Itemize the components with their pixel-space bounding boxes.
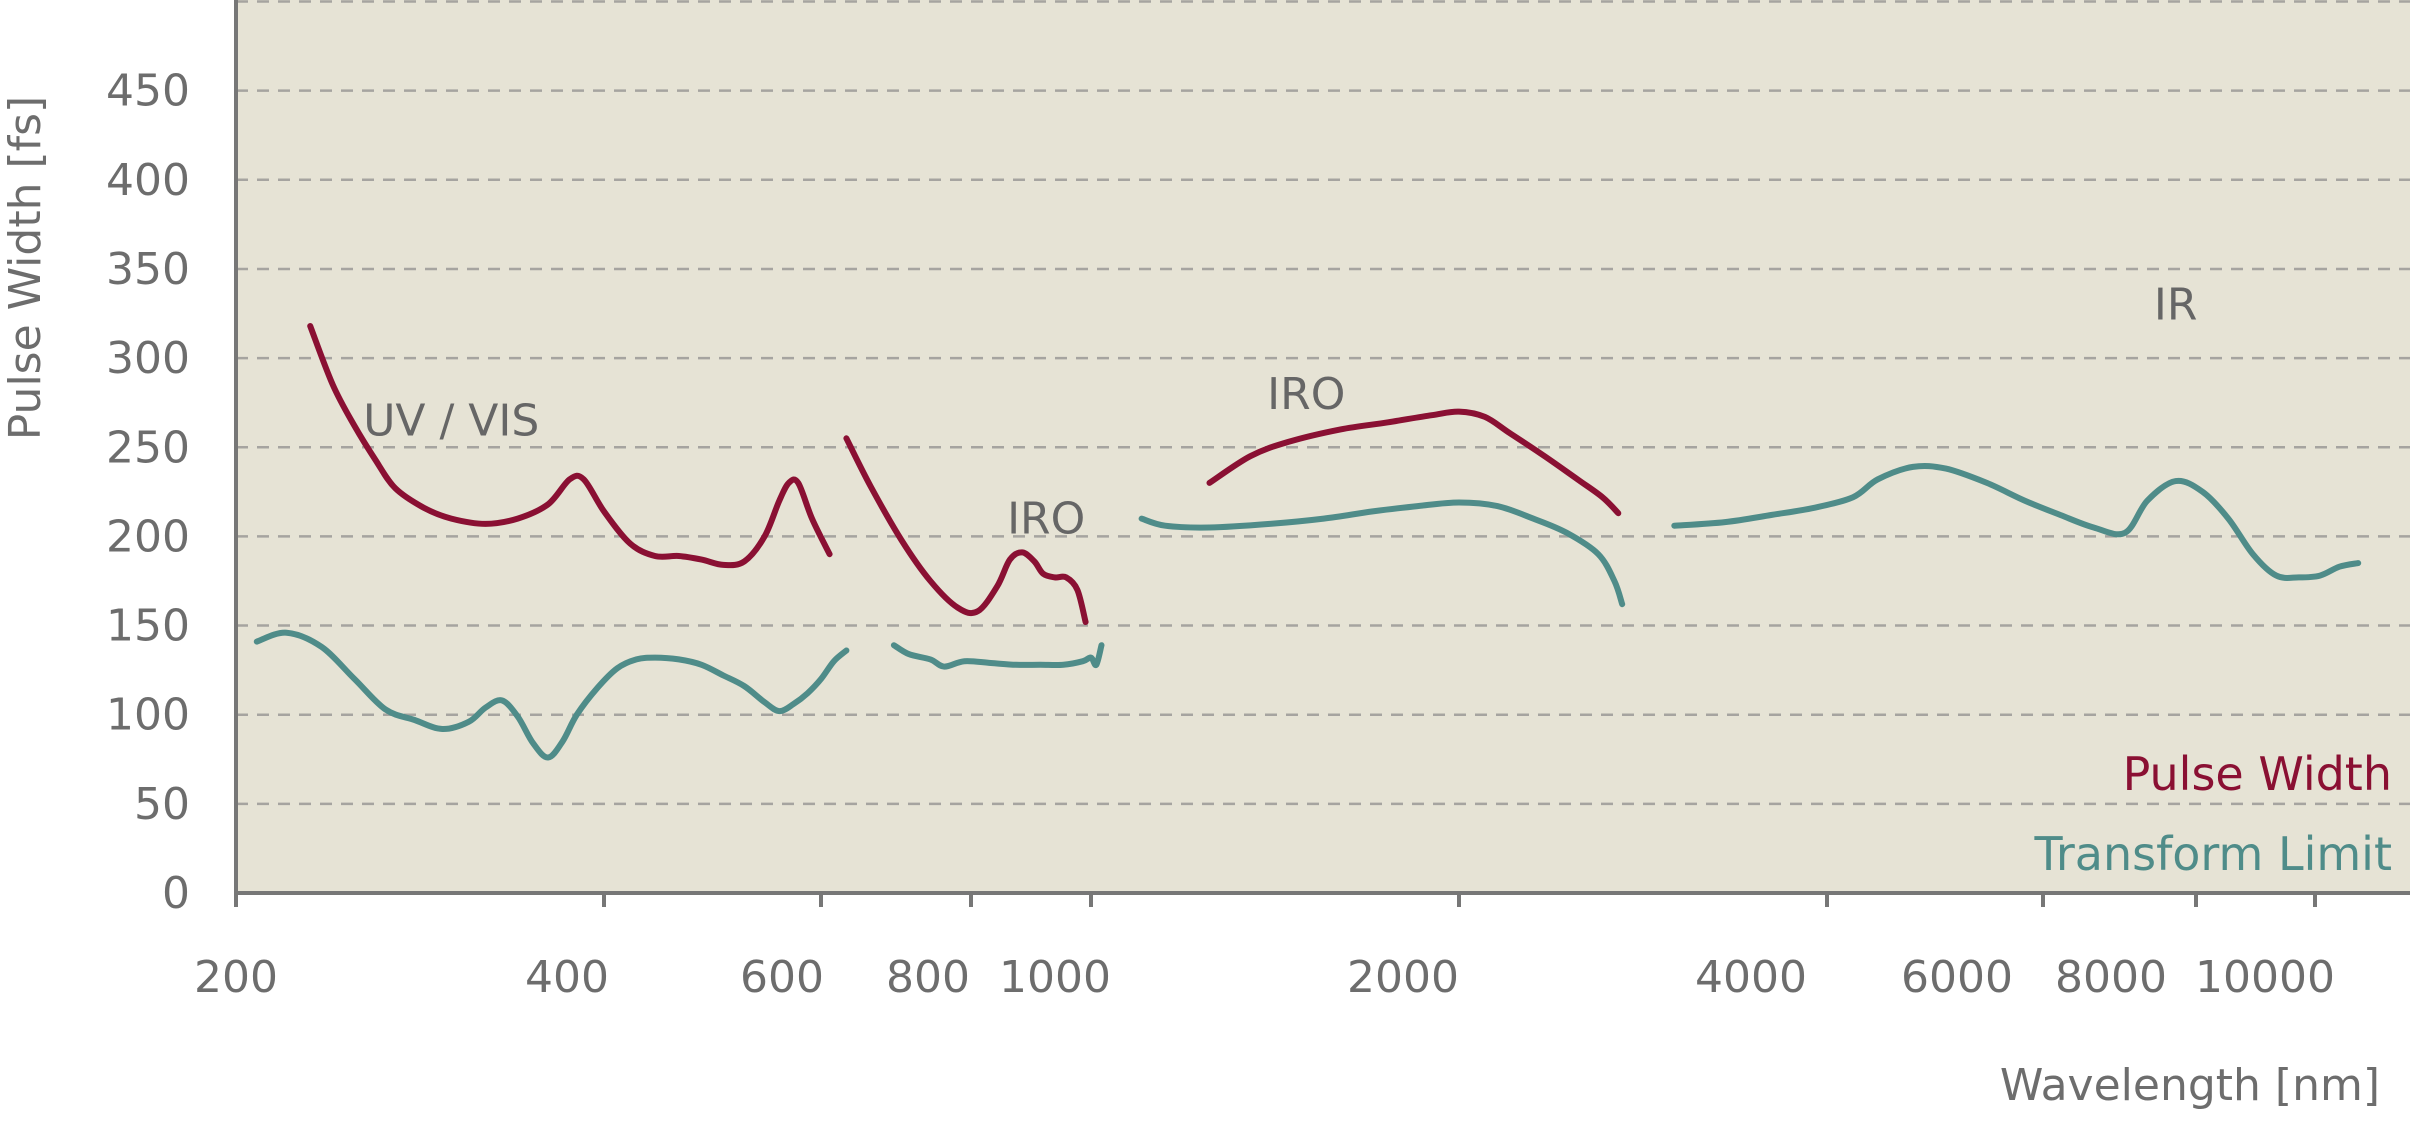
transform-limit-line [1138,499,1626,608]
x-axis-title: Wavelength [nm] [2000,1060,2380,1111]
y-tick-labels: 0 50 100 150 200 250 300 350 400 450 [106,66,190,919]
y-tick-label: 400 [106,155,190,206]
axes [234,0,2410,907]
pulse-width-line [843,435,1089,625]
x-tick-label: 6000 [1901,952,2013,1003]
x-tick-label: 800 [886,952,970,1003]
y-tick-label: 50 [134,779,190,830]
band-label: IRO [1007,494,1085,545]
band-label: UV / VIS [363,396,539,447]
grid-lines [236,0,2410,806]
series-lines [253,323,2362,761]
y-axis-title: Pulse Width [fs] [0,96,51,440]
y-tick-label: 450 [106,66,190,117]
y-tick-label: 100 [106,690,190,741]
y-tick-label: 200 [106,511,190,562]
x-tick-label: 4000 [1695,952,1807,1003]
band-label: IR [2154,280,2198,331]
x-tick-labels: 200 400 600 800 1000 2000 4000 6000 8000 10000 [194,952,2335,1003]
x-tick-label: 10000 [2195,952,2335,1003]
transform-limit-line [253,629,850,761]
transform-limit-line [1671,462,2362,581]
y-tick-label: 300 [106,333,190,384]
y-tick-label: 0 [162,868,190,919]
x-tick-label: 400 [525,952,609,1003]
x-tick-label: 2000 [1347,952,1459,1003]
x-tick-label: 1000 [999,952,1111,1003]
band-labels: UV / VIS IRO IRO IR [363,280,2197,545]
x-tick-label: 200 [194,952,278,1003]
legend: Pulse Width Transform Limit [2034,747,2392,881]
y-tick-label: 150 [106,601,190,652]
y-tick-label: 250 [106,422,190,473]
legend-item: Transform Limit [2034,827,2392,881]
x-tick-label: 8000 [2055,952,2167,1003]
band-label: IRO [1267,369,1345,420]
x-tick-label: 600 [740,952,824,1003]
transform-limit-line [890,642,1105,670]
pulse-width-line [307,323,833,569]
legend-item: Pulse Width [2123,747,2392,801]
y-tick-label: 350 [106,244,190,295]
pulse-width-line [1206,408,1622,517]
